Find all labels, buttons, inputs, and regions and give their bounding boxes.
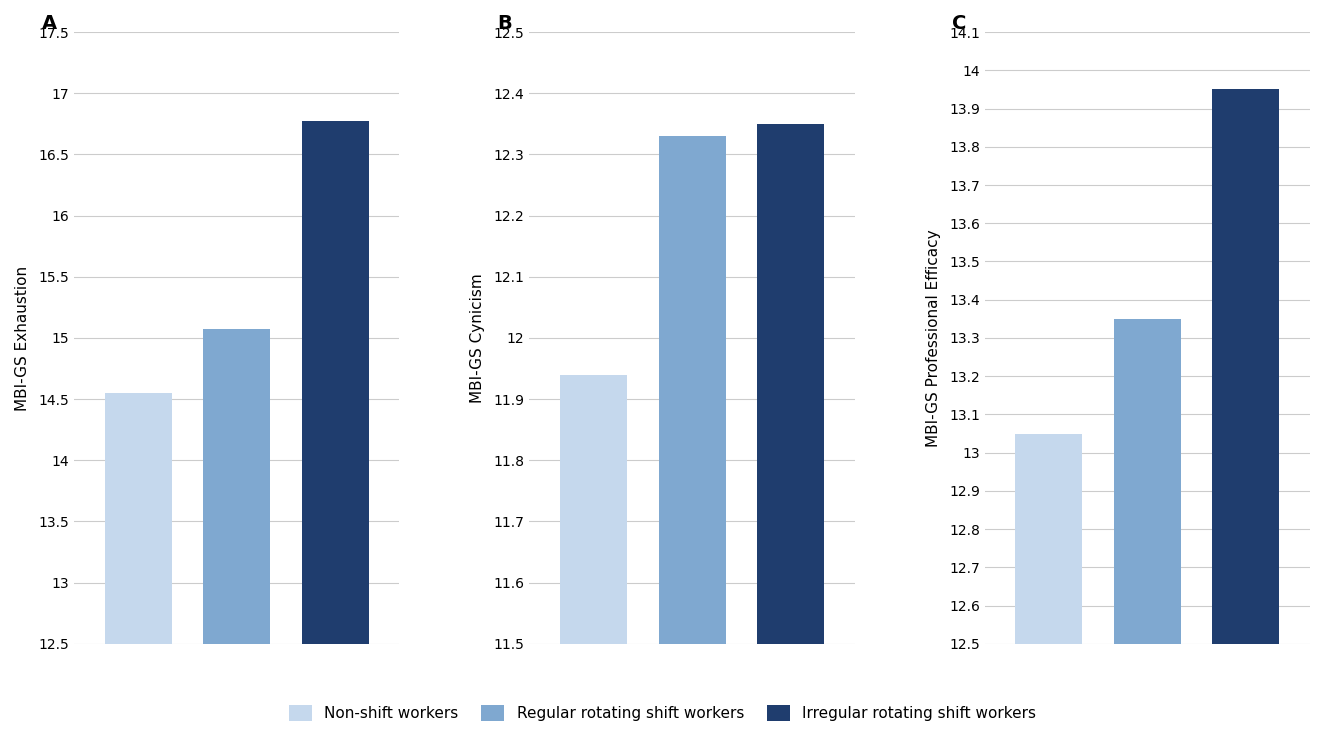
Y-axis label: MBI-GS Professional Efficacy: MBI-GS Professional Efficacy [926, 229, 941, 447]
Bar [1114, 319, 1181, 644]
Legend: Non-shift workers, Regular rotating shift workers, Irregular rotating shift work: Non-shift workers, Regular rotating shif… [281, 697, 1044, 729]
Bar [560, 374, 627, 644]
Bar [1212, 90, 1280, 644]
Bar [757, 124, 824, 644]
Bar [659, 136, 726, 644]
Bar [203, 329, 270, 644]
Y-axis label: MBI-GS Cynicism: MBI-GS Cynicism [470, 273, 485, 403]
Text: A: A [41, 14, 57, 33]
Y-axis label: MBI-GS Exhaustion: MBI-GS Exhaustion [15, 266, 30, 411]
Bar [302, 121, 368, 644]
Bar [1015, 434, 1083, 644]
Text: C: C [953, 14, 967, 33]
Text: B: B [497, 14, 511, 33]
Bar [105, 393, 172, 644]
